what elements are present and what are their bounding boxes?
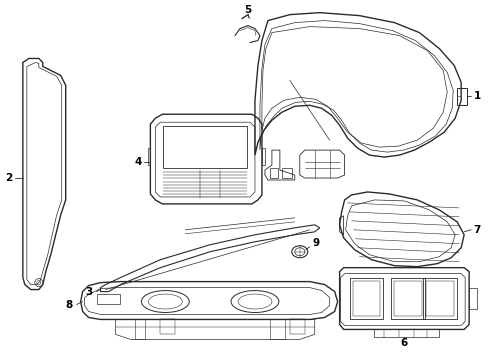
Text: 4: 4 xyxy=(135,157,142,167)
Text: 9: 9 xyxy=(312,238,319,248)
Text: 6: 6 xyxy=(401,338,408,348)
Text: 1: 1 xyxy=(473,91,481,101)
Text: 5: 5 xyxy=(245,5,251,15)
Text: 7: 7 xyxy=(473,225,481,235)
Text: 8: 8 xyxy=(65,300,73,310)
Text: 3: 3 xyxy=(85,287,92,297)
Text: 2: 2 xyxy=(5,173,13,183)
